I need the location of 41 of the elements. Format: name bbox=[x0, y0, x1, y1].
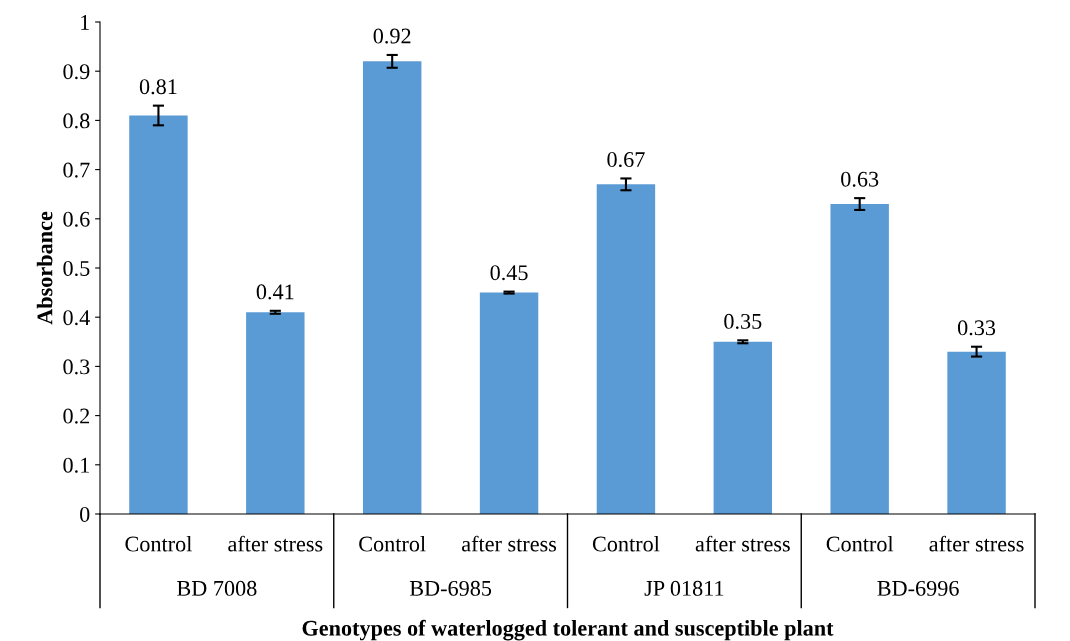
bar bbox=[947, 351, 1006, 514]
x-tick-label: Control bbox=[359, 535, 426, 552]
text: BD-6985 bbox=[409, 580, 492, 596]
x-tick-label: after stress bbox=[228, 535, 323, 552]
bar bbox=[479, 292, 539, 514]
y-tick-label: 0.7 bbox=[63, 162, 90, 178]
y-axis-title: Absorbance bbox=[36, 211, 53, 325]
y-tick-label: 0.1 bbox=[63, 457, 89, 473]
x-axis-title: Genotypes of waterlogged tolerant and susceptible plant bbox=[302, 619, 834, 641]
y-tick-label: 0.9 bbox=[63, 64, 90, 80]
y-tick-label: 0.3 bbox=[63, 359, 90, 375]
y-tick-label: 1 bbox=[81, 15, 89, 30]
x-tick-label: Control bbox=[826, 535, 894, 552]
bar bbox=[830, 204, 889, 514]
bar bbox=[362, 61, 422, 514]
text: JP 01811 bbox=[644, 580, 724, 596]
data-label: 0.33 bbox=[957, 320, 996, 336]
y-tick-label: 0.8 bbox=[63, 113, 90, 129]
x-tick-label: Control bbox=[592, 535, 660, 552]
text: BD-6996 bbox=[877, 580, 959, 596]
data-label: 0.81 bbox=[139, 79, 177, 95]
y-tick-label: 0 bbox=[80, 506, 90, 522]
data-label: 0.35 bbox=[724, 313, 762, 329]
y-tick-label: 0.4 bbox=[63, 310, 90, 326]
bar bbox=[246, 312, 305, 514]
data-label: 0.41 bbox=[256, 284, 294, 300]
data-label: 0.45 bbox=[490, 265, 528, 281]
bar bbox=[713, 341, 773, 514]
text: BD 7008 bbox=[177, 580, 257, 596]
data-label: 0.67 bbox=[607, 152, 645, 168]
data-label: 0.63 bbox=[841, 171, 879, 187]
data-label: 0.92 bbox=[373, 28, 411, 44]
y-tick-label: 0.5 bbox=[63, 260, 90, 277]
x-tick-label: after stress bbox=[929, 535, 1024, 552]
y-tick-label: 0.2 bbox=[63, 408, 90, 424]
x-tick-label: after stress bbox=[695, 535, 790, 552]
y-tick-label: 0.6 bbox=[63, 211, 90, 227]
x-tick-label: after stress bbox=[462, 535, 557, 552]
x-tick-label: Control bbox=[125, 535, 192, 552]
bar bbox=[129, 115, 188, 514]
bar bbox=[596, 184, 656, 514]
